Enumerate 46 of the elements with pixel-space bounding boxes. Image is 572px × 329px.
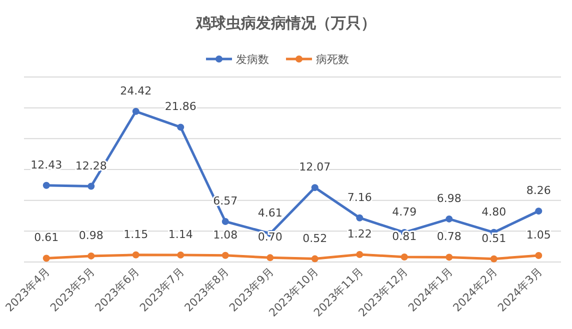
data-label: 1.22 [347,227,372,240]
point [446,215,453,222]
point [177,251,184,258]
point [356,214,364,222]
data-label: 0.51 [482,232,506,245]
data-label: 24.42 [120,84,152,98]
chart-title: 鸡球虫病发病情况（万只） [195,14,376,32]
data-label: 21.86 [164,100,196,114]
point [535,208,542,215]
point [311,184,318,192]
point [132,251,140,258]
data-label: 12.43 [30,158,62,172]
data-label: 1.15 [124,228,148,241]
data-label: 0.81 [392,230,417,244]
data-label: 0.61 [34,231,59,244]
data-label: 0.70 [258,230,282,244]
point [311,255,318,262]
point [42,254,50,262]
legend-label: 病死数 [316,53,349,66]
legend-label: 发病数 [236,53,269,66]
point [222,218,229,225]
data-label: 8.26 [526,184,551,198]
data-label: 0.52 [302,232,328,245]
data-label: 1.14 [168,228,193,241]
data-label: 4.79 [392,205,417,218]
point [177,124,184,131]
point [132,108,140,115]
point [222,252,229,259]
data-label: 12.07 [299,160,331,174]
data-label: 1.05 [526,228,551,242]
point [42,182,50,189]
data-label: 7.16 [347,190,372,204]
point [88,252,95,260]
point [266,254,274,262]
data-label: 1.08 [213,228,238,242]
point [88,182,95,190]
data-label: 4.61 [258,206,282,220]
point [490,255,498,262]
data-label: 4.80 [482,205,506,218]
data-label: 0.78 [436,230,462,244]
data-label: 6.98 [436,192,462,205]
point [400,254,408,261]
point [446,254,453,261]
point [356,250,364,258]
point [535,252,542,260]
data-label: 0.98 [78,228,104,242]
